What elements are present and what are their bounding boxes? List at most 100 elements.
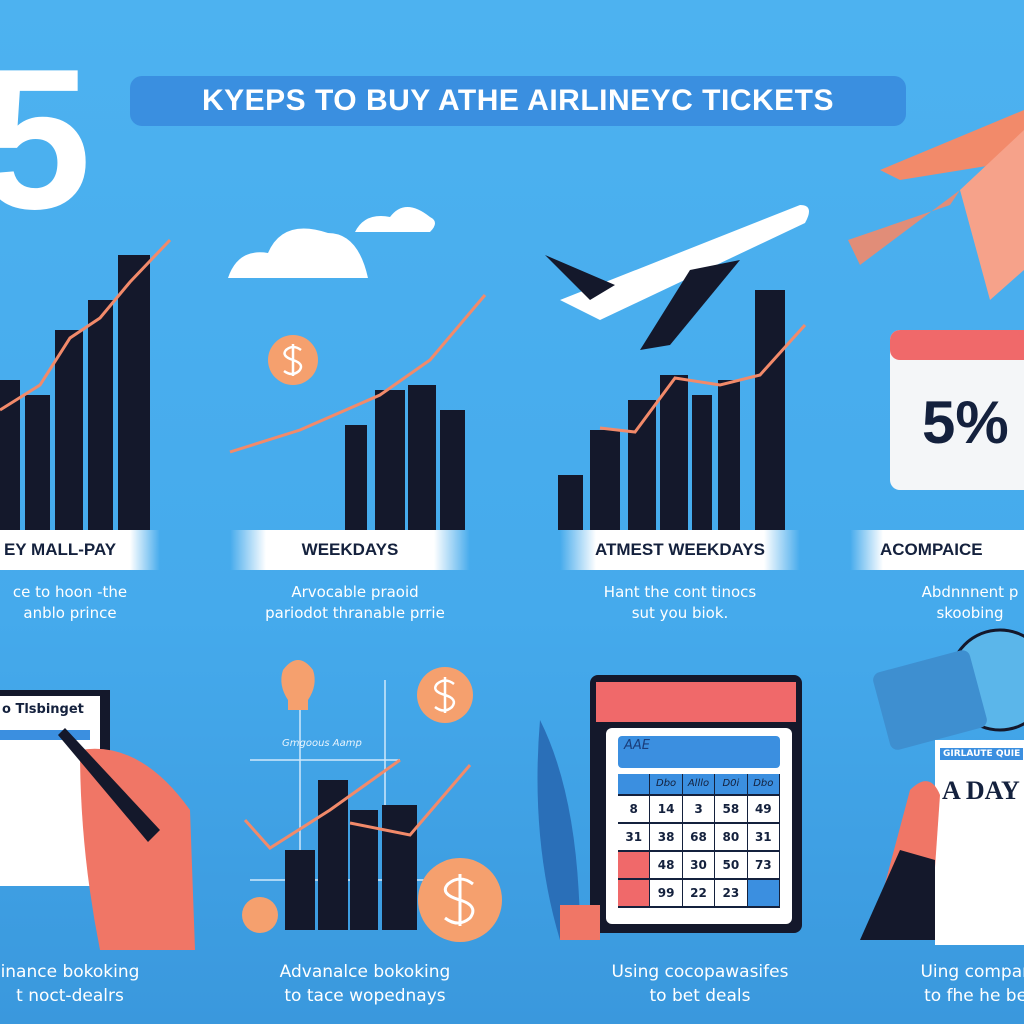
desc-line: Abdnnnent p xyxy=(921,583,1019,601)
calendar-cell[interactable]: 38 xyxy=(650,824,683,852)
bar xyxy=(692,395,712,530)
dollar-coin-icon xyxy=(268,335,318,385)
dollar-coin-icon xyxy=(418,858,502,942)
step-desc-1: ce to hoon -the anblo prince xyxy=(0,582,180,624)
lightbulb-icon xyxy=(281,660,315,710)
calendar-cell[interactable]: 80 xyxy=(715,824,748,852)
bar xyxy=(660,375,688,530)
calendar-cell[interactable]: 31 xyxy=(747,824,780,852)
hand-icon xyxy=(80,748,195,950)
trend-line xyxy=(0,238,172,412)
bar xyxy=(345,425,367,530)
trend-line xyxy=(229,294,487,454)
trend-line xyxy=(243,758,401,850)
calendar-cell[interactable] xyxy=(618,880,651,908)
cash-icon xyxy=(873,650,987,750)
airplane-icon xyxy=(560,205,809,320)
airplane-icon xyxy=(848,190,960,265)
step-caption-1: inance bokoking t noct-dealrs xyxy=(0,960,200,1008)
step-label-2: WEEKDAYS xyxy=(230,530,470,570)
step-desc-2: Arvocable praoid pariodot thranable prrie xyxy=(240,582,470,624)
page-title: KYEPS TO BUY ATHE AIRLINEYC TICKETS xyxy=(130,76,906,126)
bar xyxy=(25,395,50,530)
caption-line: Using cocopawasifes xyxy=(611,962,789,982)
airplane-icon xyxy=(880,110,1024,180)
newspaper-icon xyxy=(935,740,1024,945)
calendar-cell[interactable]: 31 xyxy=(618,824,651,852)
chart-note: Gmgoous Aamp xyxy=(282,738,362,749)
calendar-cell[interactable] xyxy=(747,880,780,908)
desc-line: sut you biok. xyxy=(631,604,729,622)
cloud-icon xyxy=(228,228,368,278)
bar xyxy=(88,300,113,530)
bar xyxy=(558,475,583,530)
bar xyxy=(382,805,417,930)
desc-line: anblo prince xyxy=(23,604,117,622)
step-caption-3: Using cocopawasifes to bet deals xyxy=(580,960,820,1008)
bar xyxy=(55,330,83,530)
caption-line: to fhe he bes xyxy=(924,986,1024,1006)
bar xyxy=(318,780,348,930)
bars-group xyxy=(0,255,785,530)
bar xyxy=(628,400,656,530)
pen-icon xyxy=(58,728,160,842)
trend-line xyxy=(599,323,807,434)
step-label-4: ACOMPAICE xyxy=(850,530,1024,570)
caption-line: to tace wopednays xyxy=(284,986,446,1006)
bar xyxy=(408,385,436,530)
step-desc-3: Hant the cont tinocs sut you biok. xyxy=(570,582,790,624)
caption-line: Uing compara xyxy=(920,962,1024,982)
bar xyxy=(590,430,620,530)
desc-line: ce to hoon -the xyxy=(12,583,128,601)
caption-line: t noct-dealrs xyxy=(16,986,124,1006)
bar xyxy=(0,380,20,530)
bar xyxy=(718,380,740,530)
calendar-cell[interactable]: 3 xyxy=(682,796,716,824)
calendar-cell[interactable]: 48 xyxy=(650,852,683,880)
calendar-cell[interactable]: 49 xyxy=(747,796,780,824)
desc-line: skoobing xyxy=(936,604,1004,622)
calendar-cell[interactable]: 68 xyxy=(682,824,716,852)
calendar-cell[interactable]: 14 xyxy=(650,796,683,824)
percent-text: 5% xyxy=(922,389,1009,456)
big-number: 5 xyxy=(0,28,92,251)
calendar-day-header: D0i xyxy=(715,774,748,796)
trend-line xyxy=(349,764,472,837)
plant-icon xyxy=(537,720,580,940)
calendar-cell[interactable]: 99 xyxy=(650,880,683,908)
dollar-coin-icon xyxy=(242,897,278,933)
desc-line: Hant the cont tinocs xyxy=(603,583,757,601)
calendar-cell[interactable]: 30 xyxy=(682,852,716,880)
calendar-cell[interactable] xyxy=(618,852,651,880)
bar xyxy=(285,850,315,930)
calendar-day-header xyxy=(618,774,651,796)
bar xyxy=(440,410,465,530)
calendar-cell[interactable]: 50 xyxy=(715,852,748,880)
calendar-header: AAE xyxy=(618,736,780,768)
step-label-3: ATMEST WEEKDAYS xyxy=(560,530,800,570)
step-desc-4: Abdnnnent p skoobing xyxy=(890,582,1024,624)
calendar-day-header: Alllo xyxy=(682,774,716,796)
cloud-icon xyxy=(355,207,435,232)
bar xyxy=(755,290,785,530)
calendar-cell[interactable]: 23 xyxy=(715,880,748,908)
calendar-day-header: Dbo xyxy=(650,774,683,796)
bar xyxy=(375,390,405,530)
step-label-1: EY MALL-PAY xyxy=(0,530,160,570)
desc-line: pariodot thranable prrie xyxy=(265,604,445,622)
step-caption-4: Uing compara to fhe he bes xyxy=(890,960,1024,1008)
notepad-title: o Tlsbinget xyxy=(2,702,84,717)
bar xyxy=(350,810,378,930)
newspaper-headline: A DAY xyxy=(942,776,1020,805)
newspaper-masthead: GIRLAUTE QUIE xyxy=(940,748,1024,760)
caption-line: Advanalce bokoking xyxy=(279,962,451,982)
caption-line: inance bokoking xyxy=(0,962,140,982)
calendar-cell[interactable]: 58 xyxy=(715,796,748,824)
caption-line: to bet deals xyxy=(649,986,751,1006)
calendar-cell[interactable]: 8 xyxy=(618,796,651,824)
calendar-cell[interactable]: 22 xyxy=(682,880,716,908)
calendar-day-header: Dbo xyxy=(747,774,780,796)
dollar-coin-icon xyxy=(417,667,473,723)
calendar-cell[interactable]: 73 xyxy=(747,852,780,880)
